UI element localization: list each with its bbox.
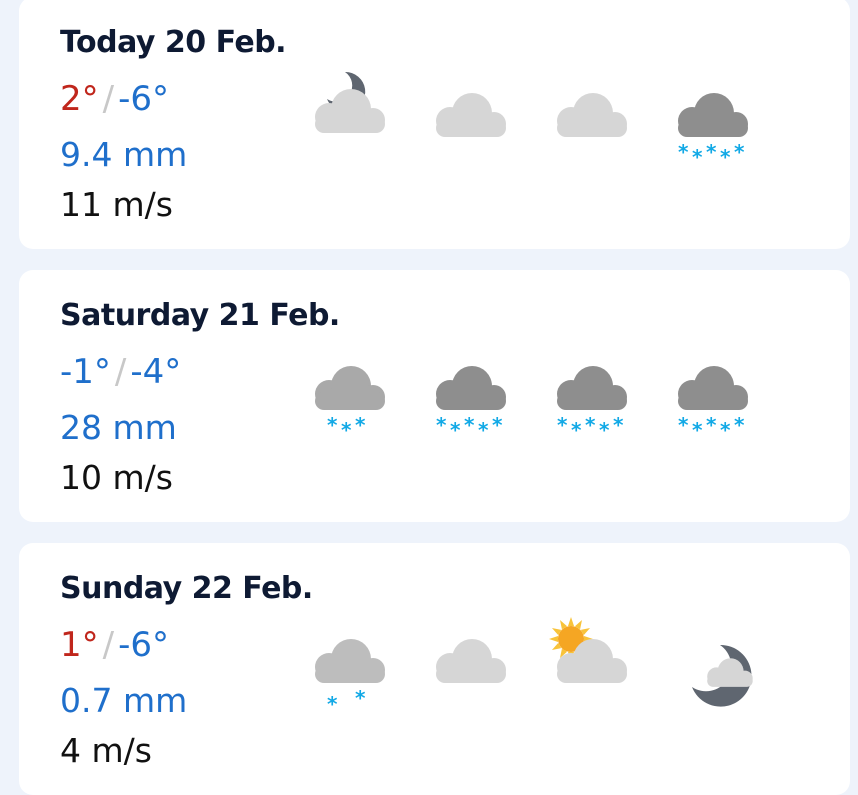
low-temp: -6° xyxy=(118,79,170,119)
svg-text:*: * xyxy=(571,418,582,442)
high-temp: -1° xyxy=(60,352,111,392)
temperature-range: 1° / -6° xyxy=(60,625,169,665)
wind-speed: 10 m/s xyxy=(60,458,173,497)
light-snow-icon: * * xyxy=(299,613,399,723)
high-temp: 1° xyxy=(60,625,99,665)
temperature-range: -1° / -4° xyxy=(60,352,181,392)
svg-text:*: * xyxy=(585,413,596,437)
cloudy-icon xyxy=(420,67,520,177)
heavy-snow-icon: * * * * * xyxy=(420,340,520,450)
precipitation: 28 mm xyxy=(60,408,177,447)
low-temp: -6° xyxy=(118,625,170,665)
day-card-saturday[interactable]: Saturday 21 Feb. -1° / -4° 28 mm 10 m/s * *… xyxy=(19,270,850,522)
snow-icon: * * * xyxy=(299,340,399,450)
svg-text:*: * xyxy=(706,413,717,437)
fair-night-icon xyxy=(662,613,762,723)
weather-icons: * * xyxy=(299,613,799,723)
svg-text:*: * xyxy=(706,140,717,164)
day-title: Sunday 22 Feb. xyxy=(60,571,313,606)
partly-cloudy-day-icon xyxy=(541,613,641,723)
svg-text:*: * xyxy=(327,692,338,716)
temp-separator: / xyxy=(114,352,127,392)
heavy-snow-icon: * * * * * xyxy=(662,67,762,177)
weather-icons: * * * * * xyxy=(299,67,799,177)
wind-speed: 11 m/s xyxy=(60,185,173,224)
svg-text:*: * xyxy=(492,413,503,437)
svg-text:*: * xyxy=(692,418,703,442)
svg-text:*: * xyxy=(327,413,338,437)
svg-text:*: * xyxy=(678,140,689,164)
svg-text:*: * xyxy=(478,418,489,442)
svg-text:*: * xyxy=(613,413,624,437)
temperature-range: 2° / -6° xyxy=(60,79,169,119)
svg-text:*: * xyxy=(692,145,703,169)
temp-separator: / xyxy=(102,625,115,665)
partly-cloudy-night-icon xyxy=(299,67,399,177)
svg-text:*: * xyxy=(678,413,689,437)
svg-text:*: * xyxy=(450,418,461,442)
wind-speed: 4 m/s xyxy=(60,731,152,770)
precipitation: 9.4 mm xyxy=(60,135,188,174)
temp-separator: / xyxy=(102,79,115,119)
day-title: Today 20 Feb. xyxy=(60,25,287,60)
day-card-sunday[interactable]: Sunday 22 Feb. 1° / -6° 0.7 mm 4 m/s * * xyxy=(19,543,850,795)
svg-text:*: * xyxy=(557,413,568,437)
svg-text:*: * xyxy=(734,140,745,164)
heavy-snow-icon: * * * * * xyxy=(541,340,641,450)
svg-text:*: * xyxy=(599,418,610,442)
svg-text:*: * xyxy=(464,413,475,437)
day-card-today[interactable]: Today 20 Feb. 2° / -6° 9.4 mm 11 m/s * * * * * xyxy=(19,0,850,249)
svg-text:*: * xyxy=(720,145,731,169)
low-temp: -4° xyxy=(130,352,182,392)
svg-text:*: * xyxy=(341,418,352,442)
svg-text:*: * xyxy=(436,413,447,437)
svg-text:*: * xyxy=(734,413,745,437)
weather-icons: * * * * * * * * * * * * * * * * * * xyxy=(299,340,799,450)
svg-text:*: * xyxy=(355,413,366,437)
day-title: Saturday 21 Feb. xyxy=(60,298,340,333)
cloudy-icon xyxy=(420,613,520,723)
svg-text:*: * xyxy=(355,686,366,710)
high-temp: 2° xyxy=(60,79,99,119)
cloudy-icon xyxy=(541,67,641,177)
svg-text:*: * xyxy=(720,418,731,442)
heavy-snow-icon: * * * * * xyxy=(662,340,762,450)
precipitation: 0.7 mm xyxy=(60,681,188,720)
